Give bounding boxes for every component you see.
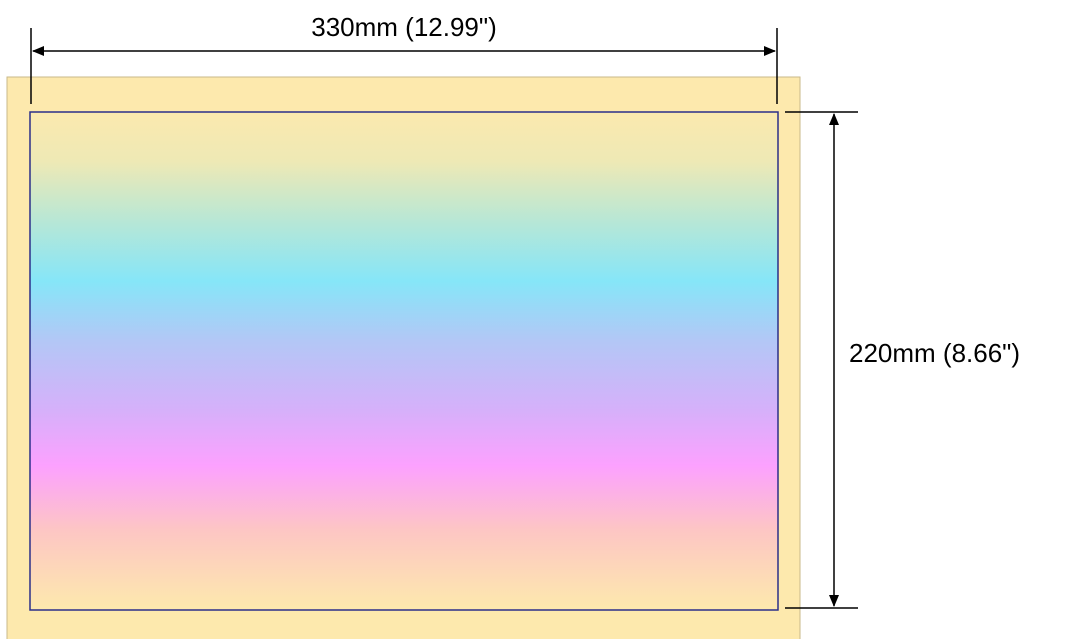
height-dimension-label: 220mm (8.66") (849, 338, 1020, 368)
width-dimension-label: 330mm (12.99") (311, 12, 497, 42)
print-area (29, 111, 779, 611)
